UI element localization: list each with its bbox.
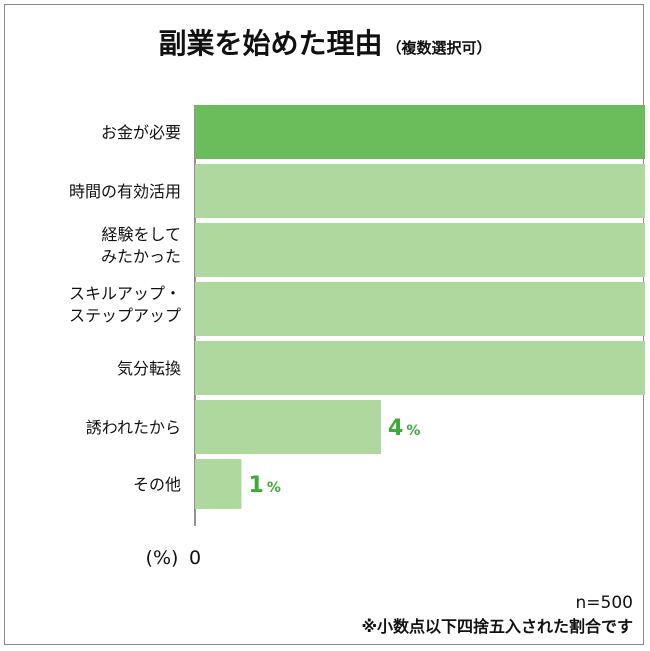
x-axis: 01020304050607080 <box>189 547 201 569</box>
category-label-4: 気分転換 <box>117 359 181 378</box>
value-labels: 70%52%20%14%14%4%1% <box>249 416 421 498</box>
sample-size-note: n=500 <box>576 593 633 613</box>
rounding-note: ※小数点以下四捨五入された割合です <box>361 617 633 636</box>
x-tick-label-0: 0 <box>189 547 201 569</box>
bar-4 <box>195 341 645 395</box>
category-label-2: 経験をしてみたかった <box>101 225 181 266</box>
category-labels: お金が必要時間の有効活用経験をしてみたかったスキルアップ・ステップアップ気分転換… <box>69 123 181 494</box>
svg-text:副業を始めた理由（複数選択可）: 副業を始めた理由 （複数選択可） <box>158 27 491 60</box>
category-label-6: その他 <box>133 475 181 494</box>
chart-title: 副業を始めた理由 （複数選択可） <box>158 27 491 60</box>
bars <box>195 105 645 509</box>
value-label-6: 1% <box>249 473 281 498</box>
value-label-5: 4% <box>388 416 420 441</box>
category-label-1: 時間の有効活用 <box>69 182 181 201</box>
category-label-5: 誘われたから <box>86 418 181 437</box>
bar-1 <box>195 164 645 218</box>
bar-2 <box>195 223 645 277</box>
chart-frame: 副業を始めた理由 （複数選択可） お金が必要時間の有効活用経験をしてみたかったスキ… <box>4 4 645 645</box>
x-axis-unit-label: (%) <box>146 547 179 569</box>
bar-3 <box>195 282 645 336</box>
category-label-0: お金が必要 <box>101 123 181 142</box>
bar-0 <box>195 105 645 159</box>
bar-chart: 副業を始めた理由 （複数選択可） お金が必要時間の有効活用経験をしてみたかったスキ… <box>69 27 645 636</box>
chart-subtitle: （複数選択可） <box>387 39 492 57</box>
chart-title-main: 副業を始めた理由 <box>158 27 382 60</box>
bar-5 <box>195 400 381 454</box>
category-label-3: スキルアップ・ステップアップ <box>69 284 181 325</box>
bar-6 <box>195 459 242 509</box>
